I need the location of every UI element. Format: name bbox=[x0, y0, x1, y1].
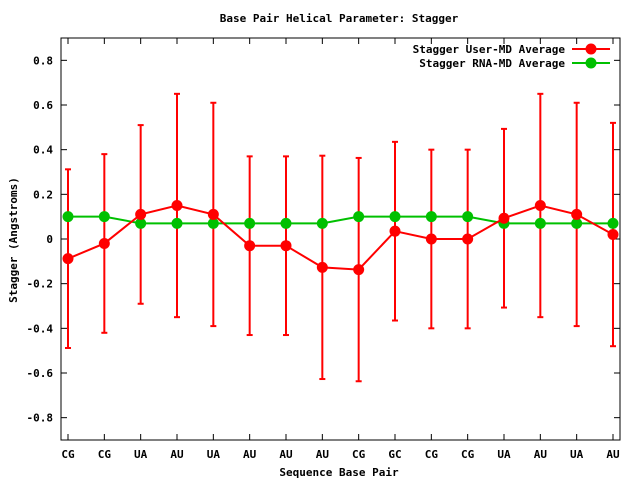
y-tick-label: 0.4 bbox=[33, 144, 53, 157]
x-tick-label: CG bbox=[461, 448, 475, 461]
y-tick-label: 0.2 bbox=[33, 188, 53, 201]
plot-area: -0.8 -0.6 -0.4 -0.2 0 0.2 0.4 0.6 0.8 CG CG UA AU UA A… bbox=[27, 37, 621, 461]
rna-md-point bbox=[425, 211, 437, 223]
chart-title: Base Pair Helical Parameter: Stagger bbox=[220, 12, 459, 25]
user-md-point bbox=[171, 200, 183, 211]
rna-md-line bbox=[68, 215, 613, 225]
rna-md-point bbox=[571, 217, 583, 229]
user-md-point bbox=[425, 233, 437, 245]
y-tick-label: -0.8 bbox=[27, 412, 54, 425]
user-md-point bbox=[389, 225, 401, 237]
y-tick-label: -0.6 bbox=[27, 367, 54, 380]
rna-md-point bbox=[607, 217, 619, 229]
legend-marker bbox=[585, 57, 597, 69]
user-md-point bbox=[280, 240, 292, 252]
user-md-line bbox=[67, 204, 614, 271]
x-tick-label: AU bbox=[170, 448, 184, 461]
rna-md-point bbox=[316, 217, 328, 229]
user-md-point bbox=[353, 264, 365, 276]
x-axis-label: Sequence Base Pair bbox=[279, 466, 399, 479]
x-tick-label: UA bbox=[134, 448, 148, 461]
x-tick-label: CG bbox=[61, 448, 75, 461]
y-tick-label: 0.8 bbox=[33, 54, 53, 67]
x-tick-label: AU bbox=[606, 448, 620, 461]
x-tick-label: UA bbox=[570, 448, 584, 461]
user-md-point bbox=[571, 208, 583, 220]
y-tick-label: -0.4 bbox=[27, 322, 54, 335]
y-tick-label: 0.6 bbox=[33, 99, 53, 112]
x-tick-label: AU bbox=[316, 448, 330, 461]
x-tick-label: CG bbox=[352, 448, 366, 461]
rna-md-point bbox=[389, 211, 401, 223]
plot-frame bbox=[60, 37, 621, 441]
y-tick-label: -0.2 bbox=[27, 278, 54, 291]
rna-md-point bbox=[62, 211, 74, 223]
rna-md-point bbox=[353, 211, 365, 223]
legend-marker bbox=[585, 43, 597, 55]
x-tick-label: AU bbox=[279, 448, 293, 461]
user-md-point bbox=[207, 208, 219, 220]
y-tick-label: 0 bbox=[46, 233, 53, 246]
legend-label: Stagger RNA-MD Average bbox=[419, 57, 565, 70]
rna-md-point bbox=[534, 217, 546, 229]
user-md-point bbox=[62, 253, 74, 265]
x-tick-label: AU bbox=[534, 448, 548, 461]
rna-md-point bbox=[280, 217, 292, 229]
x-tick-label: CG bbox=[98, 448, 112, 461]
x-tick-label: UA bbox=[207, 448, 221, 461]
rna-md-point bbox=[462, 211, 474, 223]
rna-md-point bbox=[98, 211, 110, 223]
x-tick-label: UA bbox=[497, 448, 511, 461]
rna-md-point bbox=[171, 217, 183, 229]
x-tick-label: GC bbox=[388, 448, 401, 461]
rna-md-point bbox=[244, 217, 256, 229]
rna-md-point bbox=[135, 217, 147, 229]
user-md-point bbox=[462, 233, 474, 245]
user-md-point bbox=[244, 240, 256, 252]
y-axis-label: Stagger (Angstroms) bbox=[7, 177, 20, 303]
user-md-point bbox=[135, 208, 147, 220]
user-md-point bbox=[98, 237, 110, 249]
user-md-point bbox=[498, 212, 510, 224]
user-md-point bbox=[534, 200, 546, 211]
x-tick-label: CG bbox=[425, 448, 439, 461]
x-tick-label: AU bbox=[243, 448, 257, 461]
user-md-point bbox=[316, 261, 328, 273]
rna-md-point bbox=[207, 217, 219, 229]
user-md-point bbox=[607, 229, 619, 241]
legend-label: Stagger User-MD Average bbox=[413, 43, 566, 56]
